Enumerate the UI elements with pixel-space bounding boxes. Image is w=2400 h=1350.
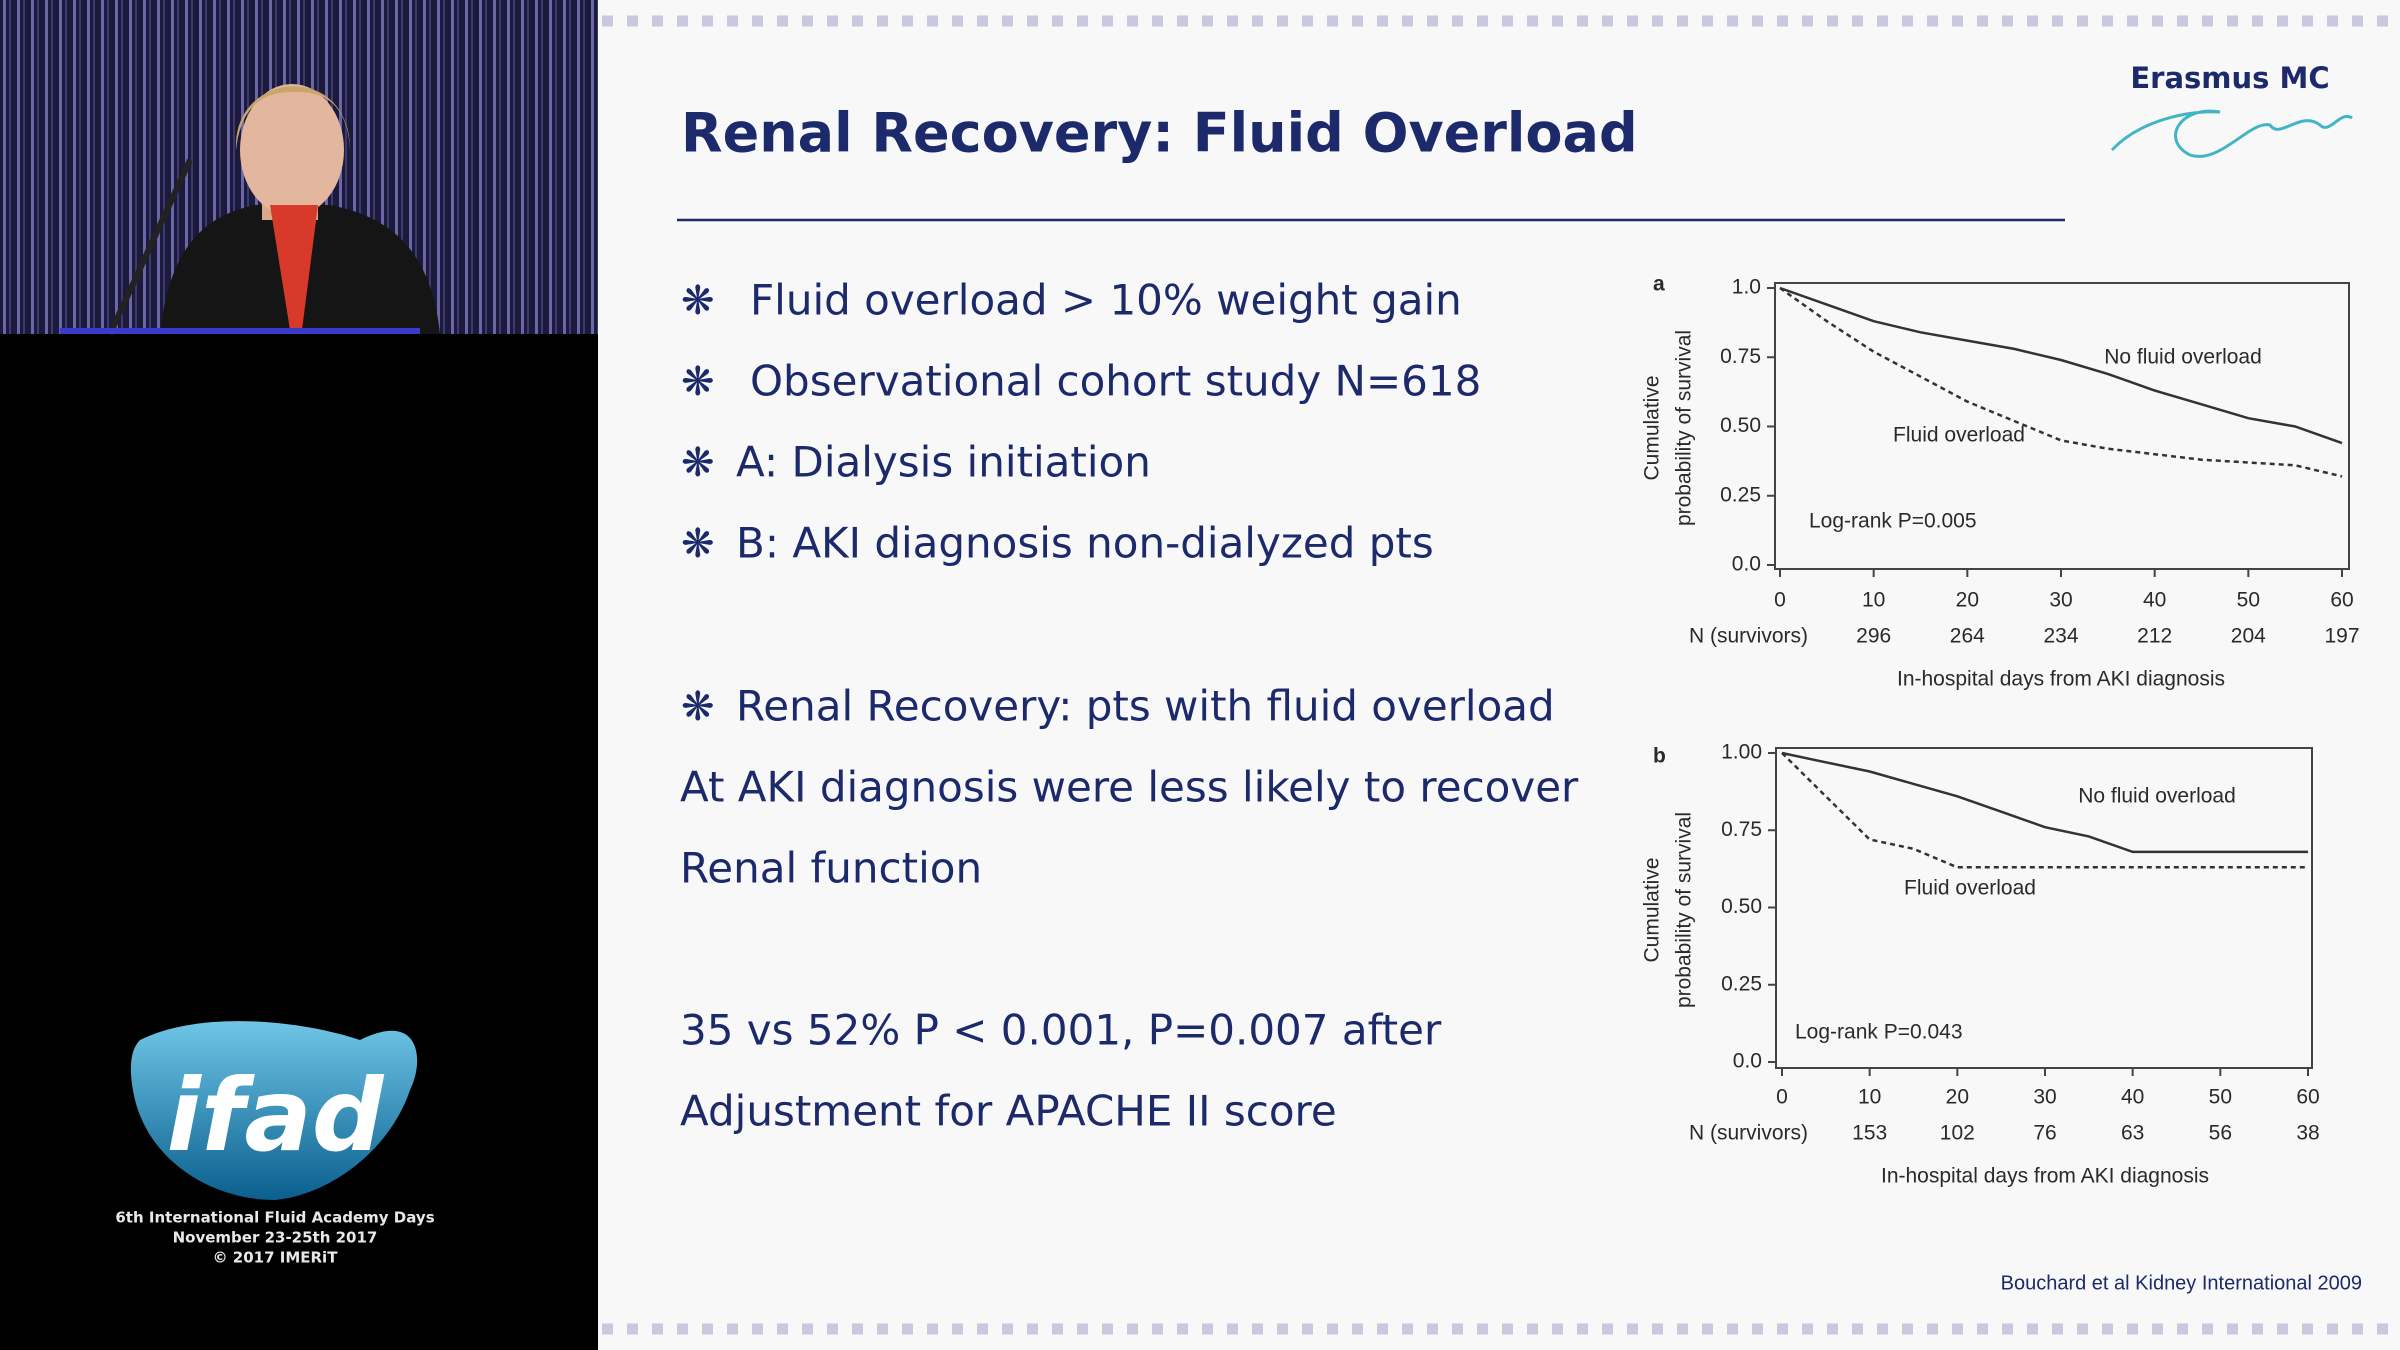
at-risk-value: 153 xyxy=(1852,1122,1887,1145)
curve-label: No fluid overload xyxy=(2078,785,2236,808)
at-risk-value: 197 xyxy=(2324,625,2359,648)
at-risk-value: 296 xyxy=(1856,625,1891,648)
y-tick-label: 0.0 xyxy=(1733,1050,1762,1073)
at-risk-label: N (survivors) xyxy=(1689,1122,1808,1145)
at-risk-value: 212 xyxy=(2137,625,2172,648)
at-risk-value: 56 xyxy=(2209,1122,2232,1145)
y-tick-label: 0.75 xyxy=(1721,818,1762,841)
x-tick-label: 0 xyxy=(1776,1086,1788,1109)
x-tick-label: 0 xyxy=(1774,589,1786,612)
km-chart: b 0.0 0.25 0.50 0.75 1.00 0 10 20 30 40 50 60 Cumulat… xyxy=(1641,741,2320,1188)
at-risk-value: 264 xyxy=(1950,625,1985,648)
x-axis-label: In-hospital days from AKI diagnosis xyxy=(1881,1165,2209,1188)
curve-label: Fluid overload xyxy=(1904,877,2036,900)
x-tick-label: 50 xyxy=(2209,1086,2232,1109)
event-line: © 2017 IMERiT xyxy=(213,1249,339,1267)
x-tick-label: 20 xyxy=(1956,589,1979,612)
event-line: 6th International Fluid Academy Days xyxy=(115,1209,434,1227)
at-risk-value: 63 xyxy=(2121,1122,2144,1145)
curve-label: No fluid overload xyxy=(2104,346,2262,369)
slide-title: Renal Recovery: Fluid Overload xyxy=(681,102,1638,165)
x-tick-label: 60 xyxy=(2296,1086,2319,1109)
x-tick-label: 40 xyxy=(2143,589,2166,612)
y-axis-label: Cumulative xyxy=(1641,857,1664,962)
ifad-logo: ifad xyxy=(130,1021,418,1200)
panel-label: a xyxy=(1653,273,1665,296)
citation: Bouchard et al Kidney International 2009 xyxy=(2001,1272,2362,1294)
note-text: At AKI diagnosis were less likely to rec… xyxy=(680,763,1579,812)
at-risk-value: 102 xyxy=(1940,1122,1975,1145)
x-tick-label: 20 xyxy=(1946,1086,1969,1109)
ifad-logo-text: ifad xyxy=(167,1057,385,1174)
x-tick-label: 30 xyxy=(2049,589,2072,612)
at-risk-value: 204 xyxy=(2231,625,2266,648)
y-tick-label: 0.0 xyxy=(1732,553,1761,576)
km-chart: a 0.0 0.25 0.50 0.75 1.0 0 10 20 30 40 50 60 Cumulati… xyxy=(1641,273,2360,691)
bullet-icon: ❋ xyxy=(681,359,715,405)
x-tick-label: 60 xyxy=(2330,589,2353,612)
bullet-text: Observational cohort study N=618 xyxy=(750,357,1481,406)
note-text: Adjustment for APACHE II score xyxy=(680,1087,1337,1136)
bullet-icon: ❋ xyxy=(681,684,715,730)
y-tick-label: 0.75 xyxy=(1720,345,1761,368)
x-axis-label: In-hospital days from AKI diagnosis xyxy=(1897,668,2225,691)
log-rank: Log-rank P=0.043 xyxy=(1795,1021,1963,1044)
curve-label: Fluid overload xyxy=(1893,424,2025,447)
y-tick-label: 0.50 xyxy=(1721,895,1762,918)
survival-curve xyxy=(1781,751,2308,854)
survival-curve xyxy=(1781,752,2308,869)
x-tick-label: 10 xyxy=(1862,589,1885,612)
speaker xyxy=(60,84,440,336)
x-tick-label: 10 xyxy=(1858,1086,1881,1109)
note-text: 35 vs 52% P < 0.001, P=0.007 after xyxy=(680,1006,1442,1055)
x-tick-label: 50 xyxy=(2237,589,2260,612)
at-risk-value: 76 xyxy=(2033,1122,2056,1145)
bullet-icon: ❋ xyxy=(681,440,715,486)
y-tick-label: 0.25 xyxy=(1720,483,1761,506)
at-risk-value: 234 xyxy=(2043,625,2078,648)
y-axis-label: probability of survival xyxy=(1673,330,1696,526)
y-axis-label: probability of survival xyxy=(1673,812,1696,1008)
slide xyxy=(598,0,2400,1350)
y-axis-label: Cumulative xyxy=(1641,375,1664,480)
erasmus-logo: Erasmus MC xyxy=(2130,61,2329,95)
at-risk-label: N (survivors) xyxy=(1689,625,1808,648)
x-tick-label: 40 xyxy=(2121,1086,2144,1109)
y-tick-label: 0.50 xyxy=(1720,414,1761,437)
at-risk-value: 38 xyxy=(2296,1122,2319,1145)
y-tick-label: 1.0 xyxy=(1732,276,1761,299)
erasmus-signature xyxy=(2110,109,2353,158)
bullet-icon: ❋ xyxy=(681,278,715,324)
bullet-text: Renal Recovery: pts with fluid overload xyxy=(736,682,1555,731)
note-text: Renal function xyxy=(680,844,982,893)
y-tick-label: 0.25 xyxy=(1721,972,1762,995)
log-rank: Log-rank P=0.005 xyxy=(1809,510,1977,533)
bullet-text: A: Dialysis initiation xyxy=(736,438,1151,487)
bullet-icon: ❋ xyxy=(681,521,715,567)
event-line: November 23-25th 2017 xyxy=(173,1229,378,1247)
x-tick-label: 30 xyxy=(2033,1086,2056,1109)
y-tick-label: 1.00 xyxy=(1721,741,1762,764)
bullet-text: B: AKI diagnosis non-dialyzed pts xyxy=(736,519,1434,568)
survival-curve xyxy=(1779,286,2343,445)
panel-label: b xyxy=(1653,745,1666,768)
bullet-text: Fluid overload > 10% weight gain xyxy=(750,276,1462,325)
